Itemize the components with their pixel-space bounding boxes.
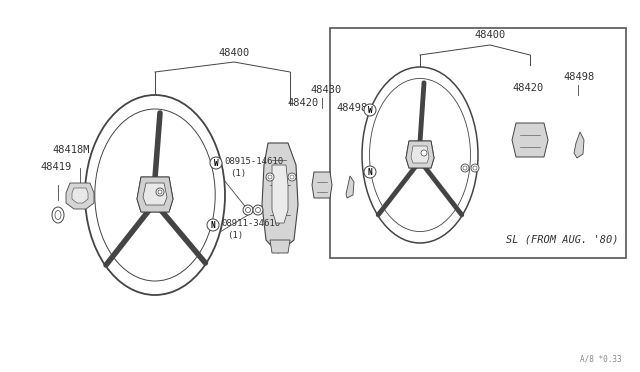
Circle shape: [421, 150, 427, 156]
Polygon shape: [66, 183, 94, 209]
Ellipse shape: [369, 78, 470, 231]
Text: 48418M: 48418M: [52, 145, 90, 155]
Polygon shape: [512, 123, 548, 157]
Text: 48498: 48498: [336, 103, 367, 113]
Polygon shape: [270, 240, 290, 253]
Bar: [330, 28, 626, 258]
Circle shape: [461, 164, 469, 172]
Circle shape: [290, 175, 294, 179]
Circle shape: [266, 173, 274, 181]
Text: N: N: [368, 167, 372, 176]
Ellipse shape: [55, 211, 61, 219]
Ellipse shape: [85, 95, 225, 295]
Circle shape: [253, 205, 263, 215]
Text: 48420: 48420: [512, 83, 543, 93]
Polygon shape: [272, 165, 288, 223]
Ellipse shape: [362, 67, 478, 243]
Polygon shape: [137, 177, 173, 212]
Text: (1): (1): [384, 115, 400, 125]
Ellipse shape: [52, 207, 64, 223]
Text: (1): (1): [230, 169, 246, 177]
Polygon shape: [411, 146, 429, 163]
Circle shape: [156, 188, 164, 196]
Text: 48400: 48400: [474, 30, 506, 40]
Text: 08911-34610: 08911-34610: [221, 218, 280, 228]
Text: 08915-14610: 08915-14610: [378, 103, 437, 112]
Circle shape: [210, 157, 222, 169]
Circle shape: [243, 205, 253, 215]
Text: 48420: 48420: [287, 98, 318, 108]
Text: (1): (1): [227, 231, 243, 240]
Circle shape: [288, 173, 296, 181]
Text: 48430: 48430: [310, 85, 341, 95]
Text: 08911-34610: 08911-34610: [378, 166, 437, 174]
Text: N: N: [211, 221, 215, 230]
Text: (1): (1): [384, 177, 400, 186]
Text: W: W: [214, 158, 218, 167]
Polygon shape: [137, 177, 173, 212]
Polygon shape: [346, 176, 354, 198]
Polygon shape: [406, 141, 434, 168]
Circle shape: [364, 166, 376, 178]
Polygon shape: [143, 183, 167, 205]
Circle shape: [255, 208, 260, 212]
Circle shape: [471, 164, 479, 172]
Text: SL (FROM AUG. '80): SL (FROM AUG. '80): [506, 235, 618, 245]
Polygon shape: [143, 183, 167, 205]
Polygon shape: [411, 146, 429, 163]
Circle shape: [207, 219, 219, 231]
Polygon shape: [72, 188, 88, 203]
Circle shape: [268, 175, 272, 179]
Polygon shape: [406, 141, 434, 168]
Text: A/8 *0.33: A/8 *0.33: [580, 355, 622, 364]
Text: W: W: [368, 106, 372, 115]
Polygon shape: [312, 172, 332, 198]
Circle shape: [473, 166, 477, 170]
Circle shape: [246, 208, 250, 212]
Circle shape: [364, 104, 376, 116]
Circle shape: [158, 190, 162, 194]
Text: 48400: 48400: [218, 48, 250, 58]
Text: 48498: 48498: [563, 72, 595, 82]
Text: 08915-14610: 08915-14610: [224, 157, 283, 166]
Circle shape: [463, 166, 467, 170]
Ellipse shape: [95, 109, 215, 281]
Polygon shape: [574, 132, 584, 158]
Polygon shape: [262, 143, 298, 253]
Text: 48419: 48419: [40, 162, 71, 172]
